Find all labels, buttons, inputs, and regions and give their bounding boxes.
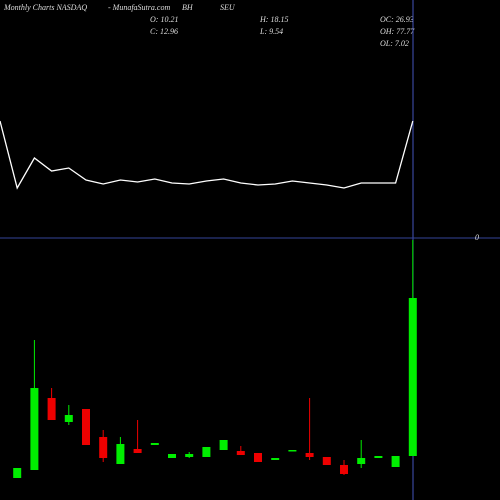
candle-body bbox=[13, 468, 22, 478]
candle-body bbox=[254, 453, 262, 462]
candle-body bbox=[150, 443, 159, 445]
y-tick-label: 0 bbox=[475, 233, 479, 242]
candle-body bbox=[374, 456, 383, 458]
symbol: BH bbox=[182, 3, 194, 12]
candle-body bbox=[64, 415, 73, 422]
candle-body bbox=[30, 388, 39, 470]
high: H: 18.15 bbox=[259, 15, 288, 24]
candle-body bbox=[391, 456, 400, 467]
candle-body bbox=[47, 398, 56, 420]
candle-body bbox=[340, 465, 348, 474]
symbol: SEU bbox=[220, 3, 236, 12]
candle-body bbox=[82, 409, 90, 445]
open: O: 10.21 bbox=[150, 15, 178, 24]
price-line bbox=[0, 120, 414, 190]
candle-body bbox=[219, 440, 228, 450]
candle-body bbox=[168, 454, 176, 458]
close: C: 12.96 bbox=[150, 27, 178, 36]
candle-body bbox=[288, 450, 297, 452]
oh: OH: 77.77 bbox=[380, 27, 415, 36]
candle-body bbox=[133, 449, 142, 453]
ol: OL: 7.02 bbox=[380, 39, 409, 48]
candle-body bbox=[202, 447, 211, 457]
candle-body bbox=[408, 298, 417, 456]
candle-body bbox=[99, 437, 108, 458]
candle-body bbox=[236, 451, 245, 455]
candle-body bbox=[305, 453, 314, 457]
candle-body bbox=[185, 454, 194, 457]
candle-body bbox=[271, 458, 280, 460]
candle-body bbox=[357, 458, 366, 464]
candle-body bbox=[116, 444, 125, 464]
source: Monthly Charts NASDAQ bbox=[3, 3, 87, 12]
low: L: 9.54 bbox=[259, 27, 283, 36]
candle-body bbox=[322, 457, 331, 465]
site: - MunafaSutra.com bbox=[108, 3, 170, 12]
oc: OC: 26.93 bbox=[380, 15, 414, 24]
